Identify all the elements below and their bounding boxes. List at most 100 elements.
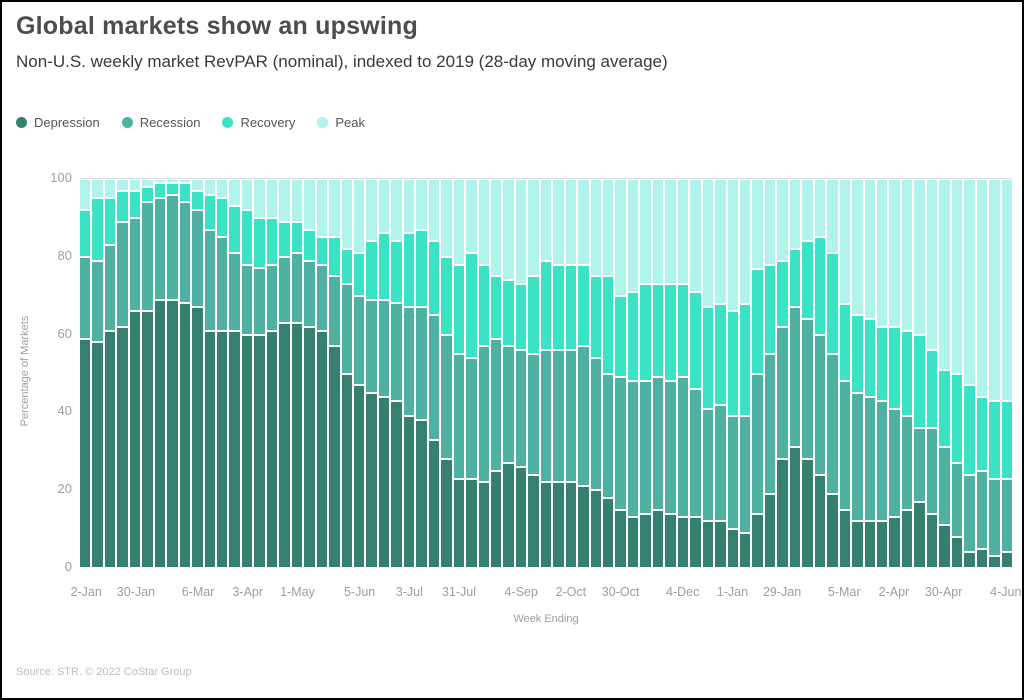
bar-week-56	[764, 178, 776, 567]
bar-week-20	[316, 178, 328, 567]
segment-recovery	[80, 209, 91, 256]
bar-week-18	[291, 178, 303, 567]
segment-recovery	[329, 236, 340, 276]
segment-recession	[279, 255, 290, 322]
segment-peak	[129, 178, 141, 190]
segment-peak	[702, 178, 714, 307]
y-tick-label: 100	[50, 170, 72, 185]
bar-week-51	[702, 178, 714, 567]
segment-peak	[715, 178, 726, 303]
segment-recovery	[976, 395, 988, 470]
segment-recession	[466, 356, 477, 478]
segment-recession	[80, 255, 91, 338]
segment-peak	[428, 178, 440, 241]
segment-depression	[104, 329, 116, 567]
segment-peak	[279, 178, 290, 221]
bar-week-47	[652, 178, 664, 567]
segment-recession	[416, 306, 427, 420]
segment-recovery	[951, 372, 963, 462]
segment-depression	[241, 333, 253, 567]
x-tick-label: 1-Jan	[716, 585, 749, 599]
chart-subtitle: Non-U.S. weekly market RevPAR (nominal),…	[16, 52, 668, 71]
segment-depression	[478, 481, 489, 567]
segment-depression	[989, 555, 1000, 567]
segment-peak	[104, 178, 116, 198]
segment-recession	[391, 302, 402, 400]
bar-week-52	[715, 178, 726, 567]
x-tick-label: 30-Oct	[601, 585, 640, 599]
bar-week-7	[154, 178, 166, 567]
bar-week-3	[104, 178, 116, 567]
segment-depression	[117, 325, 128, 567]
segment-peak	[740, 178, 751, 303]
bar-week-37	[528, 178, 539, 567]
bar-week-42	[590, 178, 602, 567]
segment-recession	[715, 403, 726, 521]
segment-peak	[366, 178, 377, 241]
segment-depression	[702, 520, 714, 567]
segment-peak	[627, 178, 639, 291]
legend-item-depression: Depression	[16, 115, 100, 130]
segment-peak	[378, 178, 390, 233]
segment-recession	[964, 473, 975, 552]
bar-week-31	[453, 178, 465, 567]
bar-week-70	[939, 178, 950, 567]
segment-recovery	[291, 220, 303, 252]
segment-recession	[428, 314, 440, 439]
segment-peak	[453, 178, 465, 264]
gridline-100	[80, 178, 1012, 179]
bar-week-63	[852, 178, 863, 567]
segment-recovery	[752, 267, 763, 373]
bar-week-25	[378, 178, 390, 567]
segment-recovery	[914, 333, 925, 427]
bar-week-44	[615, 178, 626, 567]
segment-peak	[304, 178, 315, 229]
segment-recovery	[702, 306, 714, 408]
segment-recovery	[690, 290, 701, 389]
segment-recession	[441, 333, 452, 459]
bar-week-8	[167, 178, 178, 567]
segment-recovery	[441, 255, 452, 334]
segment-depression	[565, 481, 577, 567]
x-tick-label: 31-Jul	[441, 585, 477, 599]
bar-week-54	[740, 178, 751, 567]
segment-peak	[316, 178, 328, 237]
segment-recovery	[839, 302, 851, 381]
segment-peak	[503, 178, 514, 280]
segment-recession	[528, 353, 539, 474]
segment-recovery	[789, 248, 801, 307]
legend-label: Recovery	[240, 115, 296, 130]
segment-recovery	[129, 189, 141, 217]
segment-recovery	[727, 310, 739, 416]
segment-depression	[877, 520, 888, 567]
segment-recovery	[665, 283, 676, 381]
segment-peak	[216, 178, 228, 198]
segment-recession	[192, 209, 203, 307]
segment-depression	[964, 551, 975, 567]
x-tick-label: 4-Jun	[990, 585, 1022, 599]
segment-depression	[416, 419, 427, 567]
segment-recovery	[964, 384, 975, 474]
segment-peak	[117, 178, 128, 190]
bar-week-16	[266, 178, 278, 567]
bar-week-64	[864, 178, 875, 567]
segment-recovery	[391, 240, 402, 303]
segment-depression	[428, 438, 440, 567]
x-tick-label: 1-May	[280, 585, 315, 599]
segment-depression	[316, 329, 328, 567]
segment-peak	[677, 178, 689, 284]
bar-week-71	[951, 178, 963, 567]
segment-recession	[316, 263, 328, 330]
bar-week-17	[279, 178, 290, 567]
segment-peak	[192, 178, 203, 190]
segment-depression	[777, 458, 788, 567]
segment-peak	[441, 178, 452, 256]
segment-depression	[341, 372, 352, 567]
segment-recession	[640, 380, 651, 513]
segment-depression	[752, 512, 763, 567]
legend-dot-recession	[121, 117, 133, 128]
bar-week-9	[179, 178, 191, 567]
segment-depression	[229, 329, 240, 567]
segment-depression	[926, 512, 938, 567]
segment-recession	[939, 446, 950, 525]
